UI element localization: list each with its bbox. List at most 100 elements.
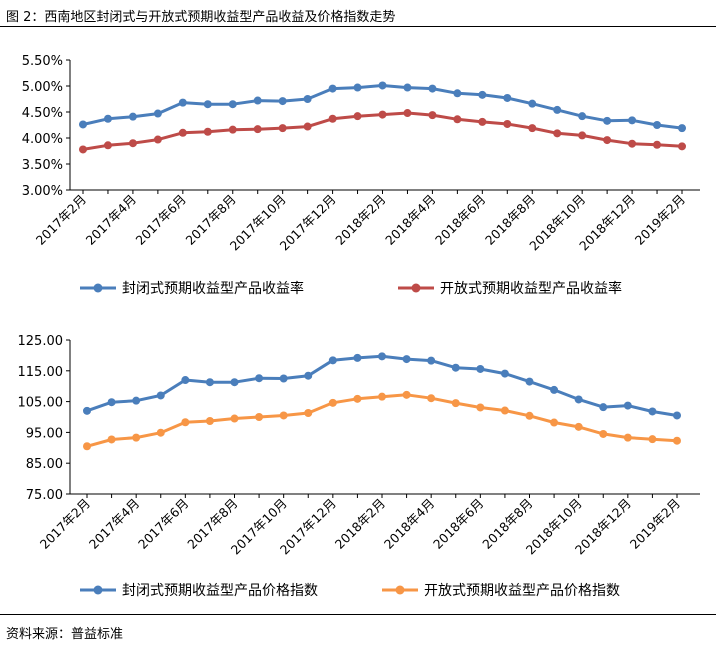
- data-point: 开放式预期收益型产品价格指数 2017年2月: 90.50: [83, 442, 91, 451]
- data-point: 开放式预期收益型产品收益率 2019年2月: 3.84%: [678, 142, 686, 151]
- data-point: 封闭式预期收益型产品价格指数 2018年6月: 115.60: [476, 364, 485, 373]
- x-tick-label: 2019年2月: [627, 496, 683, 552]
- y-tick-label: 95.00: [26, 426, 63, 441]
- data-point: 开放式预期收益型产品收益率 2017年10月: 4.19%: [278, 124, 287, 133]
- data-point: 开放式预期收益型产品价格指数 2018年1月: 105.90: [353, 394, 362, 403]
- x-tick-label: 2017年2月: [33, 192, 89, 248]
- data-point: 封闭式预期收益型产品价格指数 2017年8月: 111.30: [230, 378, 239, 387]
- data-point: 封闭式预期收益型产品价格指数 2017年11月: 113.40: [304, 371, 313, 380]
- legend-swatch-marker: [411, 283, 421, 293]
- y-tick-label: 4.50%: [22, 106, 63, 121]
- data-point: 开放式预期收益型产品收益率 2018年9月: 4.09%: [553, 129, 562, 138]
- data-point: 开放式预期收益型产品价格指数 2019年1月: 92.80: [648, 435, 657, 444]
- data-point: 封闭式预期收益型产品价格指数 2018年11月: 103.20: [599, 403, 608, 412]
- data-point: 封闭式预期收益型产品收益率 2019年1月: 4.25%: [653, 121, 662, 129]
- data-point: 开放式预期收益型产品价格指数 2018年11月: 94.50: [599, 429, 608, 438]
- data-point: 开放式预期收益型产品收益率 2018年10月: 4.05%: [578, 131, 587, 140]
- data-point: 开放式预期收益型产品收益率 2018年2月: 4.45%: [378, 110, 387, 119]
- legend-label: 开放式预期收益型产品收益率: [440, 280, 622, 297]
- legend-label: 封闭式预期收益型产品收益率: [122, 280, 304, 297]
- data-point: 开放式预期收益型产品收益率 2018年7月: 4.27%: [503, 119, 512, 128]
- data-point: 开放式预期收益型产品收益率 2017年6月: 4.10%: [178, 128, 187, 137]
- data-point: 封闭式预期收益型产品价格指数 2018年3月: 118.80: [402, 355, 411, 364]
- data-point: 开放式预期收益型产品收益率 2017年7月: 4.12%: [203, 127, 212, 136]
- data-point: 开放式预期收益型产品价格指数 2018年9月: 98.20: [550, 418, 559, 427]
- data-point: 开放式预期收益型产品收益率 2018年4月: 4.44%: [428, 111, 437, 120]
- y-tick-label: 125.00: [18, 334, 64, 349]
- data-point: 封闭式预期收益型产品价格指数 2017年5月: 107.00: [156, 391, 165, 400]
- data-point: 封闭式预期收益型产品收益率 2017年2月: 4.26%: [79, 120, 87, 129]
- data-point: 封闭式预期收益型产品价格指数 2017年10月: 112.50: [279, 374, 288, 383]
- data-point: 开放式预期收益型产品价格指数 2018年7月: 102.10: [500, 406, 509, 415]
- data-point: 开放式预期收益型产品收益率 2017年8月: 4.16%: [228, 125, 237, 134]
- data-point: 开放式预期收益型产品价格指数 2018年12月: 93.30: [623, 433, 632, 442]
- data-point: 封闭式预期收益型产品收益率 2017年3月: 4.37%: [103, 114, 112, 123]
- data-point: 开放式预期收益型产品价格指数 2017年11月: 101.30: [304, 408, 313, 417]
- data-point: 封闭式预期收益型产品收益率 2018年12月: 4.34%: [628, 116, 637, 125]
- data-point: 封闭式预期收益型产品收益率 2018年7月: 4.77%: [503, 93, 512, 102]
- data-point: 封闭式预期收益型产品收益率 2018年3月: 4.97%: [403, 83, 412, 92]
- x-tick-label: 2018年6月: [430, 496, 486, 552]
- data-point: 开放式预期收益型产品价格指数 2018年3月: 107.20: [402, 390, 411, 399]
- data-point: 封闭式预期收益型产品收益率 2017年12月: 4.95%: [328, 84, 337, 93]
- data-point: 开放式预期收益型产品收益率 2017年12月: 4.37%: [328, 114, 337, 123]
- data-point: 开放式预期收益型产品价格指数 2017年4月: 93.30: [132, 433, 141, 442]
- data-point: 封闭式预期收益型产品收益率 2018年11月: 4.33%: [603, 116, 612, 125]
- y-tick-label: 115.00: [18, 365, 64, 380]
- data-point: 开放式预期收益型产品收益率 2018年12月: 3.89%: [628, 139, 637, 148]
- y-tick-label: 3.00%: [22, 184, 63, 199]
- data-point: 封闭式预期收益型产品价格指数 2017年6月: 112.00: [181, 376, 190, 385]
- data-point: 开放式预期收益型产品价格指数 2017年8月: 99.50: [230, 414, 239, 423]
- x-tick-label: 2017年4月: [86, 496, 142, 552]
- data-point: 开放式预期收益型产品价格指数 2018年2月: 106.60: [378, 392, 386, 401]
- x-tick-label: 2017年2月: [37, 496, 93, 552]
- data-point: 开放式预期收益型产品价格指数 2018年6月: 103.10: [476, 403, 485, 412]
- price-index-chart: 75.00 85.00 95.00 105.00 115.00 125.00 2017年2月…: [18, 334, 700, 599]
- data-point: 封闭式预期收益型产品收益率 2017年8月: 4.65%: [228, 100, 237, 109]
- data-point: 封闭式预期收益型产品收益率 2018年6月: 4.83%: [478, 90, 487, 99]
- data-point: 开放式预期收益型产品收益率 2017年4月: 3.90%: [128, 139, 137, 148]
- data-point: 封闭式预期收益型产品价格指数 2018年12月: 103.70: [623, 401, 632, 410]
- title-divider: [0, 26, 716, 27]
- data-point: 开放式预期收益型产品价格指数 2019年2月: 92.30: [673, 436, 681, 445]
- data-point: 封闭式预期收益型产品收益率 2017年10月: 4.71%: [278, 97, 287, 106]
- data-point: 封闭式预期收益型产品收益率 2017年5月: 4.47%: [153, 109, 162, 118]
- data-point: 封闭式预期收益型产品价格指数 2018年1月: 119.20: [353, 353, 362, 362]
- y-tick-label: 105.00: [18, 396, 64, 411]
- x-tick-label: 2019年2月: [632, 192, 688, 248]
- data-point: 封闭式预期收益型产品价格指数 2018年9月: 108.80: [550, 385, 559, 394]
- data-point: 开放式预期收益型产品价格指数 2017年12月: 104.60: [328, 398, 337, 407]
- data-point: 封闭式预期收益型产品价格指数 2017年9月: 112.60: [255, 374, 264, 383]
- data-point: 开放式预期收益型产品价格指数 2017年3月: 92.70: [107, 435, 116, 444]
- source-divider: [0, 614, 716, 615]
- series-line-1: [86, 354, 678, 417]
- data-point: 封闭式预期收益型产品收益率 2017年6月: 4.68%: [178, 98, 187, 107]
- legend-label: 封闭式预期收益型产品价格指数: [122, 583, 318, 599]
- data-point: 封闭式预期收益型产品收益率 2019年2月: 4.19%: [678, 124, 686, 133]
- data-point: 封闭式预期收益型产品价格指数 2019年2月: 100.50: [673, 411, 681, 420]
- data-point: 开放式预期收益型产品价格指数 2018年4月: 106.10: [427, 394, 436, 403]
- data-point: 封闭式预期收益型产品收益率 2018年5月: 4.86%: [453, 89, 462, 98]
- data-point: 开放式预期收益型产品价格指数 2017年10月: 100.50: [279, 411, 288, 420]
- y-tick-label: 5.50%: [22, 54, 63, 69]
- data-point: 封闭式预期收益型产品收益率 2017年7月: 4.65%: [203, 100, 212, 109]
- y-tick-label: 4.00%: [22, 132, 63, 147]
- data-point: 封闭式预期收益型产品价格指数 2018年4月: 118.30: [427, 356, 436, 365]
- data-point: 开放式预期收益型产品价格指数 2017年5月: 94.90: [156, 428, 165, 437]
- y-tick-label: 5.00%: [22, 80, 63, 95]
- data-point: 开放式预期收益型产品价格指数 2017年9月: 100.00: [255, 413, 264, 421]
- data-point: 封闭式预期收益型产品价格指数 2017年2月: 102.00: [83, 406, 91, 415]
- legend-label: 开放式预期收益型产品价格指数: [424, 583, 620, 599]
- y-tick-label: 3.50%: [22, 158, 63, 173]
- figure-title: 图 2：西南地区封闭式与开放式预期收益型产品收益及价格指数走势: [6, 10, 396, 25]
- legend-swatch-marker: [93, 283, 103, 293]
- x-tick-label: 2018年4月: [381, 496, 437, 552]
- x-tick-label: 2018年2月: [332, 496, 388, 552]
- data-point: 开放式预期收益型产品收益率 2018年8月: 4.19%: [528, 124, 537, 133]
- data-point: 封闭式预期收益型产品收益率 2017年4月: 4.41%: [128, 112, 137, 121]
- legend-swatch-marker: [395, 585, 405, 595]
- data-point: 开放式预期收益型产品收益率 2017年2月: 3.78%: [79, 145, 87, 154]
- y-tick-label: 85.00: [26, 457, 63, 472]
- data-point: 开放式预期收益型产品价格指数 2017年7月: 98.70: [205, 417, 214, 426]
- x-tick-label: 2018年6月: [432, 192, 488, 248]
